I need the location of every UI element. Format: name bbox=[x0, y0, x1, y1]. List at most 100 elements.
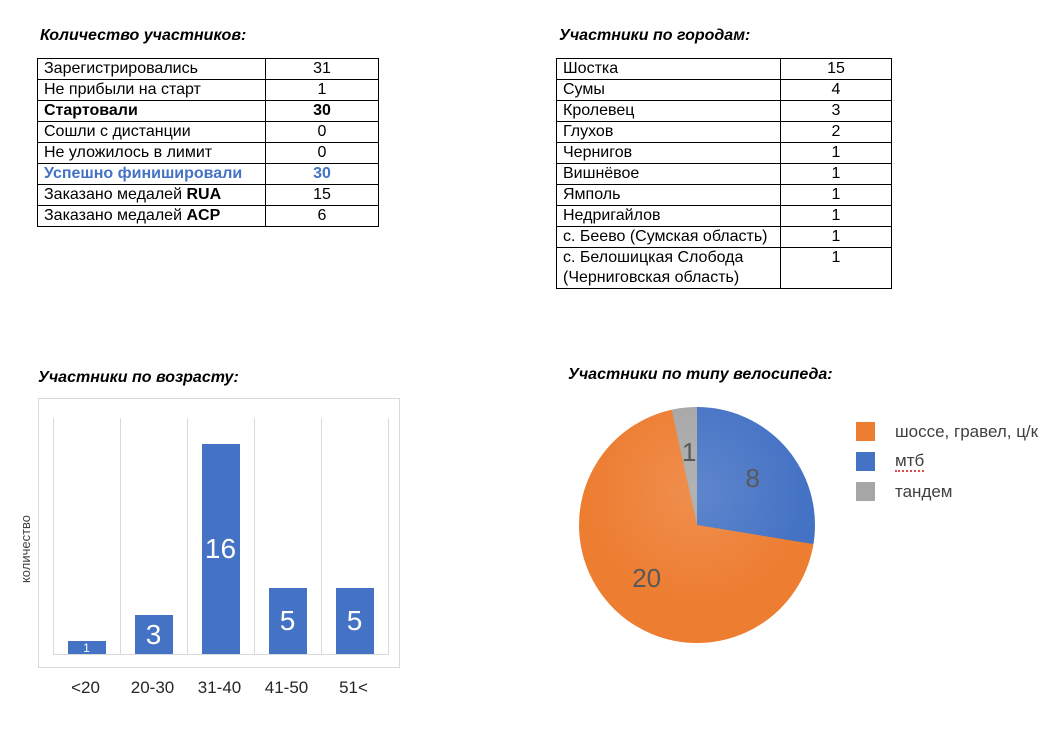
row-label: Не прибыли на старт bbox=[37, 79, 266, 101]
row-label: Не уложилось в лимит bbox=[37, 142, 266, 164]
bike-pie-legend: шоссе, гравел, ц/к мтб тандем bbox=[856, 422, 1038, 512]
row-label: Кролевец bbox=[556, 100, 781, 122]
bar: 5 bbox=[268, 588, 307, 654]
gridline bbox=[254, 418, 255, 654]
x-axis-baseline bbox=[53, 654, 389, 655]
table-row: Кролевец 3 bbox=[556, 100, 892, 122]
row-label-part: Не уложилось в лимит bbox=[44, 144, 213, 161]
row-label: Вишнёвое bbox=[556, 163, 781, 185]
row-label: Стартовали bbox=[37, 100, 266, 122]
bar-data-label: 3 bbox=[145, 618, 162, 650]
age-bar-chart-plot-area: 1 3 16 5 5 bbox=[38, 398, 400, 668]
legend-label: шоссе, гравел, ц/к bbox=[895, 422, 1039, 441]
row-label: Сумы bbox=[556, 79, 781, 101]
row-value: 1 bbox=[265, 79, 379, 101]
x-axis-category-label: 41-50 bbox=[264, 678, 309, 697]
row-value: 1 bbox=[780, 184, 892, 206]
age-chart-x-axis-labels: <20 20-30 31-40 41-50 51< bbox=[38, 678, 400, 698]
table-row: Заказано медалей RUA 15 bbox=[37, 184, 379, 206]
bike-chart-title: Участники по типу велосипеда: bbox=[568, 366, 833, 383]
x-axis-category-label: <20 bbox=[71, 678, 100, 697]
row-value: 15 bbox=[265, 184, 379, 206]
legend-swatch bbox=[856, 422, 875, 441]
bar-data-label: 16 bbox=[204, 533, 237, 564]
row-label: с. Беево (Сумская область) bbox=[556, 226, 781, 248]
bar: 16 bbox=[201, 444, 240, 654]
bike-pie-chart bbox=[579, 407, 815, 643]
table-row: Не прибыли на старт 1 bbox=[37, 79, 379, 101]
row-label: Сошли с дистанции bbox=[37, 121, 266, 143]
participants-table-title: Количество участников: bbox=[40, 27, 247, 44]
gridline bbox=[120, 418, 121, 654]
legend-swatch bbox=[856, 482, 875, 501]
row-label-part: Не прибыли на старт bbox=[44, 81, 201, 98]
row-value: 0 bbox=[265, 121, 379, 143]
age-chart-y-axis-title: количество bbox=[18, 514, 33, 584]
row-label: Зарегистрировались bbox=[37, 58, 266, 80]
legend-item: тандем bbox=[856, 482, 1038, 501]
row-label-part: ACP bbox=[186, 207, 221, 224]
row-label-part: Успешно финишировали bbox=[44, 165, 243, 182]
x-axis-category-label: 31-40 bbox=[197, 678, 242, 697]
legend-item: шоссе, гравел, ц/к bbox=[856, 422, 1038, 441]
row-value: 0 bbox=[265, 142, 379, 164]
bar: 5 bbox=[335, 588, 374, 654]
row-value: 6 bbox=[265, 205, 379, 227]
legend-label: тандем bbox=[895, 482, 953, 501]
row-label: Заказано медалей ACP bbox=[37, 205, 266, 227]
legend-item: мтб bbox=[856, 451, 1038, 472]
row-value: 1 bbox=[780, 226, 892, 248]
row-label: Шостка bbox=[556, 58, 781, 80]
row-label: Ямполь bbox=[556, 184, 781, 206]
gridline bbox=[321, 418, 322, 654]
row-label: Недригайлов bbox=[556, 205, 781, 227]
gridline bbox=[53, 418, 54, 654]
cities-table: Шостка 15 Сумы 4 Кролевец 3 Глухов 2 Чернигов 1 Ви… bbox=[556, 58, 892, 289]
participants-table: Зарегистрировались 31 Не прибыли на старт 1… bbox=[37, 58, 379, 227]
table-row: с. Белошицкая Слобода (Черниговская обла… bbox=[556, 247, 892, 289]
gridline bbox=[187, 418, 188, 654]
row-value: 4 bbox=[780, 79, 892, 101]
row-value: 1 bbox=[780, 247, 892, 289]
x-axis-category-label: 51< bbox=[339, 678, 368, 697]
row-label: Заказано медалей RUA bbox=[37, 184, 266, 206]
row-value: 30 bbox=[265, 163, 379, 185]
row-label-part: RUA bbox=[186, 186, 222, 203]
table-row: Сумы 4 bbox=[556, 79, 892, 101]
bar-data-label: 5 bbox=[346, 605, 363, 636]
bar-data-label: 5 bbox=[279, 605, 296, 636]
bar: 1 bbox=[67, 640, 106, 655]
row-label: с. Белошицкая Слобода (Черниговская обла… bbox=[556, 247, 781, 289]
row-label-part: Стартовали bbox=[44, 102, 138, 119]
row-label: Глухов bbox=[556, 121, 781, 143]
table-row: Чернигов 1 bbox=[556, 142, 892, 164]
row-label-part: Зарегистрировались bbox=[44, 60, 198, 77]
legend-swatch bbox=[856, 452, 875, 471]
table-row: Успешно финишировали 30 bbox=[37, 163, 379, 185]
gridline bbox=[388, 418, 389, 654]
table-row: Заказано медалей ACP 6 bbox=[37, 205, 379, 227]
participants-table-body: Зарегистрировались 31 Не прибыли на старт 1… bbox=[37, 58, 379, 227]
row-label: Успешно финишировали bbox=[37, 163, 266, 185]
row-value: 1 bbox=[780, 142, 892, 164]
legend-label: мтб bbox=[895, 451, 925, 472]
row-value: 3 bbox=[780, 100, 892, 122]
table-row: Стартовали 30 bbox=[37, 100, 379, 122]
table-row: Не уложилось в лимит 0 bbox=[37, 142, 379, 164]
row-label: Чернигов bbox=[556, 142, 781, 164]
table-row: Глухов 2 bbox=[556, 121, 892, 143]
table-row: Ямполь 1 bbox=[556, 184, 892, 206]
row-value: 31 bbox=[265, 58, 379, 80]
table-row: Шостка 15 bbox=[556, 58, 892, 80]
table-row: Сошли с дистанции 0 bbox=[37, 121, 379, 143]
bar-data-label: 1 bbox=[83, 640, 90, 655]
row-value: 1 bbox=[780, 163, 892, 185]
row-label-part: Заказано медалей bbox=[44, 186, 187, 203]
cities-table-body: Шостка 15 Сумы 4 Кролевец 3 Глухов 2 Чернигов 1 Ви… bbox=[556, 58, 892, 289]
row-value: 30 bbox=[265, 100, 379, 122]
table-row: Вишнёвое 1 bbox=[556, 163, 892, 185]
table-row: Зарегистрировались 31 bbox=[37, 58, 379, 80]
x-axis-category-label: 20-30 bbox=[130, 678, 175, 697]
table-row: с. Беево (Сумская область) 1 bbox=[556, 226, 892, 248]
